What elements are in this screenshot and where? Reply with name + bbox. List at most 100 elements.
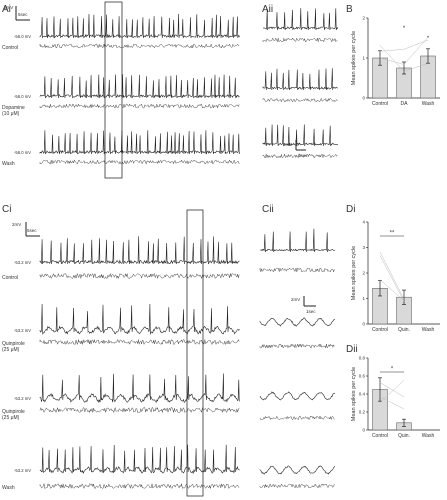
zoom-extracellular-trace bbox=[262, 37, 338, 43]
y-tick-label: 0.6 bbox=[359, 374, 366, 379]
panel-label-ci: Ci bbox=[2, 204, 11, 215]
membrane-potential-label: -53.2 mV bbox=[14, 396, 31, 401]
intracellular-trace bbox=[39, 130, 240, 155]
bar-chart-dii: 0 0.2 0.4 0.6 0.8 Mean spikes per cycle Contro… bbox=[351, 356, 440, 439]
significance-mark: ** bbox=[390, 231, 395, 237]
category-label: Quin. bbox=[398, 327, 410, 333]
extracellular-trace bbox=[39, 406, 240, 414]
y-axis-label: Mean spikes per cycle bbox=[351, 246, 357, 300]
trace-row-c: -53.2 mV Quinpirole(25 μM) bbox=[2, 373, 335, 421]
panel-label-dii: Dii bbox=[346, 344, 358, 355]
extracellular-trace bbox=[39, 43, 240, 49]
y-tick-label: 2 bbox=[362, 16, 365, 21]
y-tick-label: 0 bbox=[362, 428, 365, 433]
category-label: Control bbox=[372, 101, 388, 107]
extracellular-trace bbox=[39, 482, 240, 490]
scale-bar-ai: 2mV 5sec bbox=[4, 5, 30, 21]
trace-row-c: -53.2 mV Quinpirole(25 μM) bbox=[2, 303, 335, 353]
zoom-intracellular-trace bbox=[259, 391, 335, 401]
condition-label: Wash bbox=[2, 161, 15, 167]
y-tick-label: 0 bbox=[362, 322, 365, 327]
zoom-intracellular-trace bbox=[262, 124, 339, 147]
zoom-extracellular-trace bbox=[259, 343, 335, 349]
condition-label: (25 μM) bbox=[2, 347, 20, 353]
significance-mark: * bbox=[403, 26, 406, 32]
category-label: Wash bbox=[422, 101, 435, 107]
membrane-potential-label: -56.0 mV bbox=[14, 150, 31, 155]
y-tick-label: 4 bbox=[362, 220, 365, 225]
panel-label-ai: Ai bbox=[2, 4, 11, 15]
y-axis-label: Mean spikes per cycle bbox=[351, 31, 357, 85]
zoom-extracellular-trace bbox=[259, 483, 335, 489]
scale-bar-ci: 2mV 5sec bbox=[12, 222, 40, 237]
zoom-window-c bbox=[186, 209, 204, 497]
panel-label-b: B bbox=[346, 4, 353, 15]
condition-label: Wash bbox=[2, 485, 15, 491]
intracellular-trace bbox=[39, 236, 240, 265]
scale-label-cii-v: 2mV bbox=[291, 297, 300, 302]
significance-mark: * bbox=[391, 367, 394, 373]
membrane-potential-label: -53.2 mV bbox=[14, 468, 31, 473]
scale-label-ci-v: 2mV bbox=[12, 222, 21, 227]
scale-label-aii-t: 1sec bbox=[298, 153, 308, 158]
extracellular-trace bbox=[39, 272, 240, 280]
category-label: Wash bbox=[422, 433, 435, 439]
bar-chart-di: 0 1 2 3 4 Mean spikes per cycle Control Quin. Wa… bbox=[351, 220, 440, 333]
condition-label: Dopamine bbox=[2, 105, 25, 111]
zoom-extracellular-trace bbox=[259, 267, 335, 273]
intracellular-trace bbox=[39, 303, 240, 335]
y-tick-label: 1 bbox=[362, 296, 365, 301]
condition-label: Quinpirole bbox=[2, 341, 25, 347]
trace-row-a: -56.0 mV Dopamine(10 μM) bbox=[2, 68, 338, 117]
significance-mark: * bbox=[427, 36, 430, 42]
intracellular-trace bbox=[39, 444, 240, 475]
panel-label-di: Di bbox=[346, 204, 355, 215]
trace-row-c: -53.2 mV Wash bbox=[2, 444, 336, 491]
y-tick-label: 0.4 bbox=[359, 392, 366, 397]
membrane-potential-label: -56.0 mV bbox=[14, 34, 31, 39]
individual-line bbox=[379, 255, 405, 302]
scale-label-ai-t: 5sec bbox=[18, 12, 28, 17]
panel-label-cii: Cii bbox=[262, 204, 274, 215]
individual-line bbox=[379, 396, 405, 410]
individual-line bbox=[379, 39, 429, 52]
zoom-extracellular-trace bbox=[262, 153, 338, 159]
y-tick-label: 0.2 bbox=[359, 410, 366, 415]
condition-label: (10 μM) bbox=[2, 111, 20, 117]
scale-label-ai-v: 2mV bbox=[4, 5, 13, 10]
scale-label-cii-t: 1sec bbox=[306, 309, 316, 314]
individual-line bbox=[379, 382, 405, 398]
zoom-intracellular-trace bbox=[259, 465, 336, 475]
category-label: Wash bbox=[422, 327, 435, 333]
extracellular-trace bbox=[39, 338, 240, 346]
condition-label: Control bbox=[2, 275, 18, 281]
trace-row-a: -56.0 mV Wash bbox=[2, 124, 339, 167]
y-tick-label: 2 bbox=[362, 271, 365, 276]
condition-label: Quinpirole bbox=[2, 409, 25, 415]
intracellular-trace bbox=[39, 74, 240, 99]
condition-label: (25 μM) bbox=[2, 415, 20, 421]
individual-line bbox=[379, 279, 405, 301]
y-tick-label: 1 bbox=[362, 56, 365, 61]
category-label: DA bbox=[401, 101, 409, 107]
scale-label-ci-t: 5sec bbox=[27, 228, 37, 233]
extracellular-trace bbox=[39, 159, 240, 165]
zoom-extracellular-trace bbox=[262, 97, 338, 103]
bar-chart-b: 0 1 2 Mean spikes per cycle Control DA Wash * * bbox=[351, 16, 440, 107]
category-label: Control bbox=[372, 327, 388, 333]
y-axis-label: Mean spikes per cycle bbox=[351, 367, 357, 421]
zoom-extracellular-trace bbox=[259, 415, 335, 421]
zoom-intracellular-trace bbox=[262, 68, 338, 91]
scale-bar-cii: 2mV 1sec bbox=[291, 296, 316, 314]
y-tick-label: 3 bbox=[362, 245, 365, 250]
membrane-potential-label: -53.2 mV bbox=[14, 328, 31, 333]
intracellular-trace bbox=[39, 13, 240, 39]
zoom-intracellular-trace bbox=[260, 228, 336, 253]
panel-label-aii: Aii bbox=[262, 4, 273, 15]
condition-label: Control bbox=[2, 45, 18, 51]
membrane-potential-label: -53.2 mV bbox=[14, 260, 31, 265]
intracellular-trace bbox=[39, 373, 240, 404]
zoom-intracellular-trace bbox=[259, 317, 335, 327]
y-tick-label: 0.8 bbox=[359, 356, 366, 361]
